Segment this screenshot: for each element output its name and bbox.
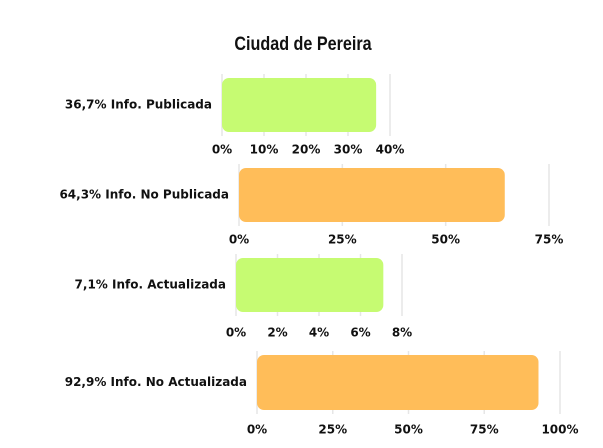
category-label: 36,7% Info. Publicada (65, 98, 212, 112)
x-tick-label: 2% (267, 326, 287, 340)
category-label: 92,9% Info. No Actualizada (65, 375, 247, 389)
chart-title: Ciudad de Pereira (234, 33, 371, 55)
x-tick-label: 50% (394, 423, 423, 437)
x-tick-label: 8% (392, 326, 412, 340)
x-tick-label: 0% (226, 326, 246, 340)
category-label: 7,1% Info. Actualizada (75, 278, 226, 292)
x-tick-label: 0% (229, 233, 249, 247)
x-tick-label: 20% (292, 143, 321, 157)
x-tick-label: 4% (309, 326, 329, 340)
bar (236, 258, 384, 312)
x-tick-label: 25% (318, 423, 347, 437)
bar (257, 355, 539, 410)
x-tick-label: 30% (334, 143, 363, 157)
x-tick-label: 75% (535, 233, 564, 247)
bar (222, 78, 377, 132)
x-tick-label: 50% (431, 233, 460, 247)
x-tick-label: 40% (376, 143, 405, 157)
x-tick-label: 10% (250, 143, 279, 157)
x-tick-label: 25% (328, 233, 357, 247)
bar (239, 168, 505, 222)
x-tick-label: 6% (350, 326, 370, 340)
x-tick-label: 0% (247, 423, 267, 437)
category-label: 64,3% Info. No Publicada (59, 188, 229, 202)
x-tick-label: 0% (212, 143, 232, 157)
x-tick-label: 75% (470, 423, 499, 437)
x-tick-label: 100% (541, 423, 578, 437)
